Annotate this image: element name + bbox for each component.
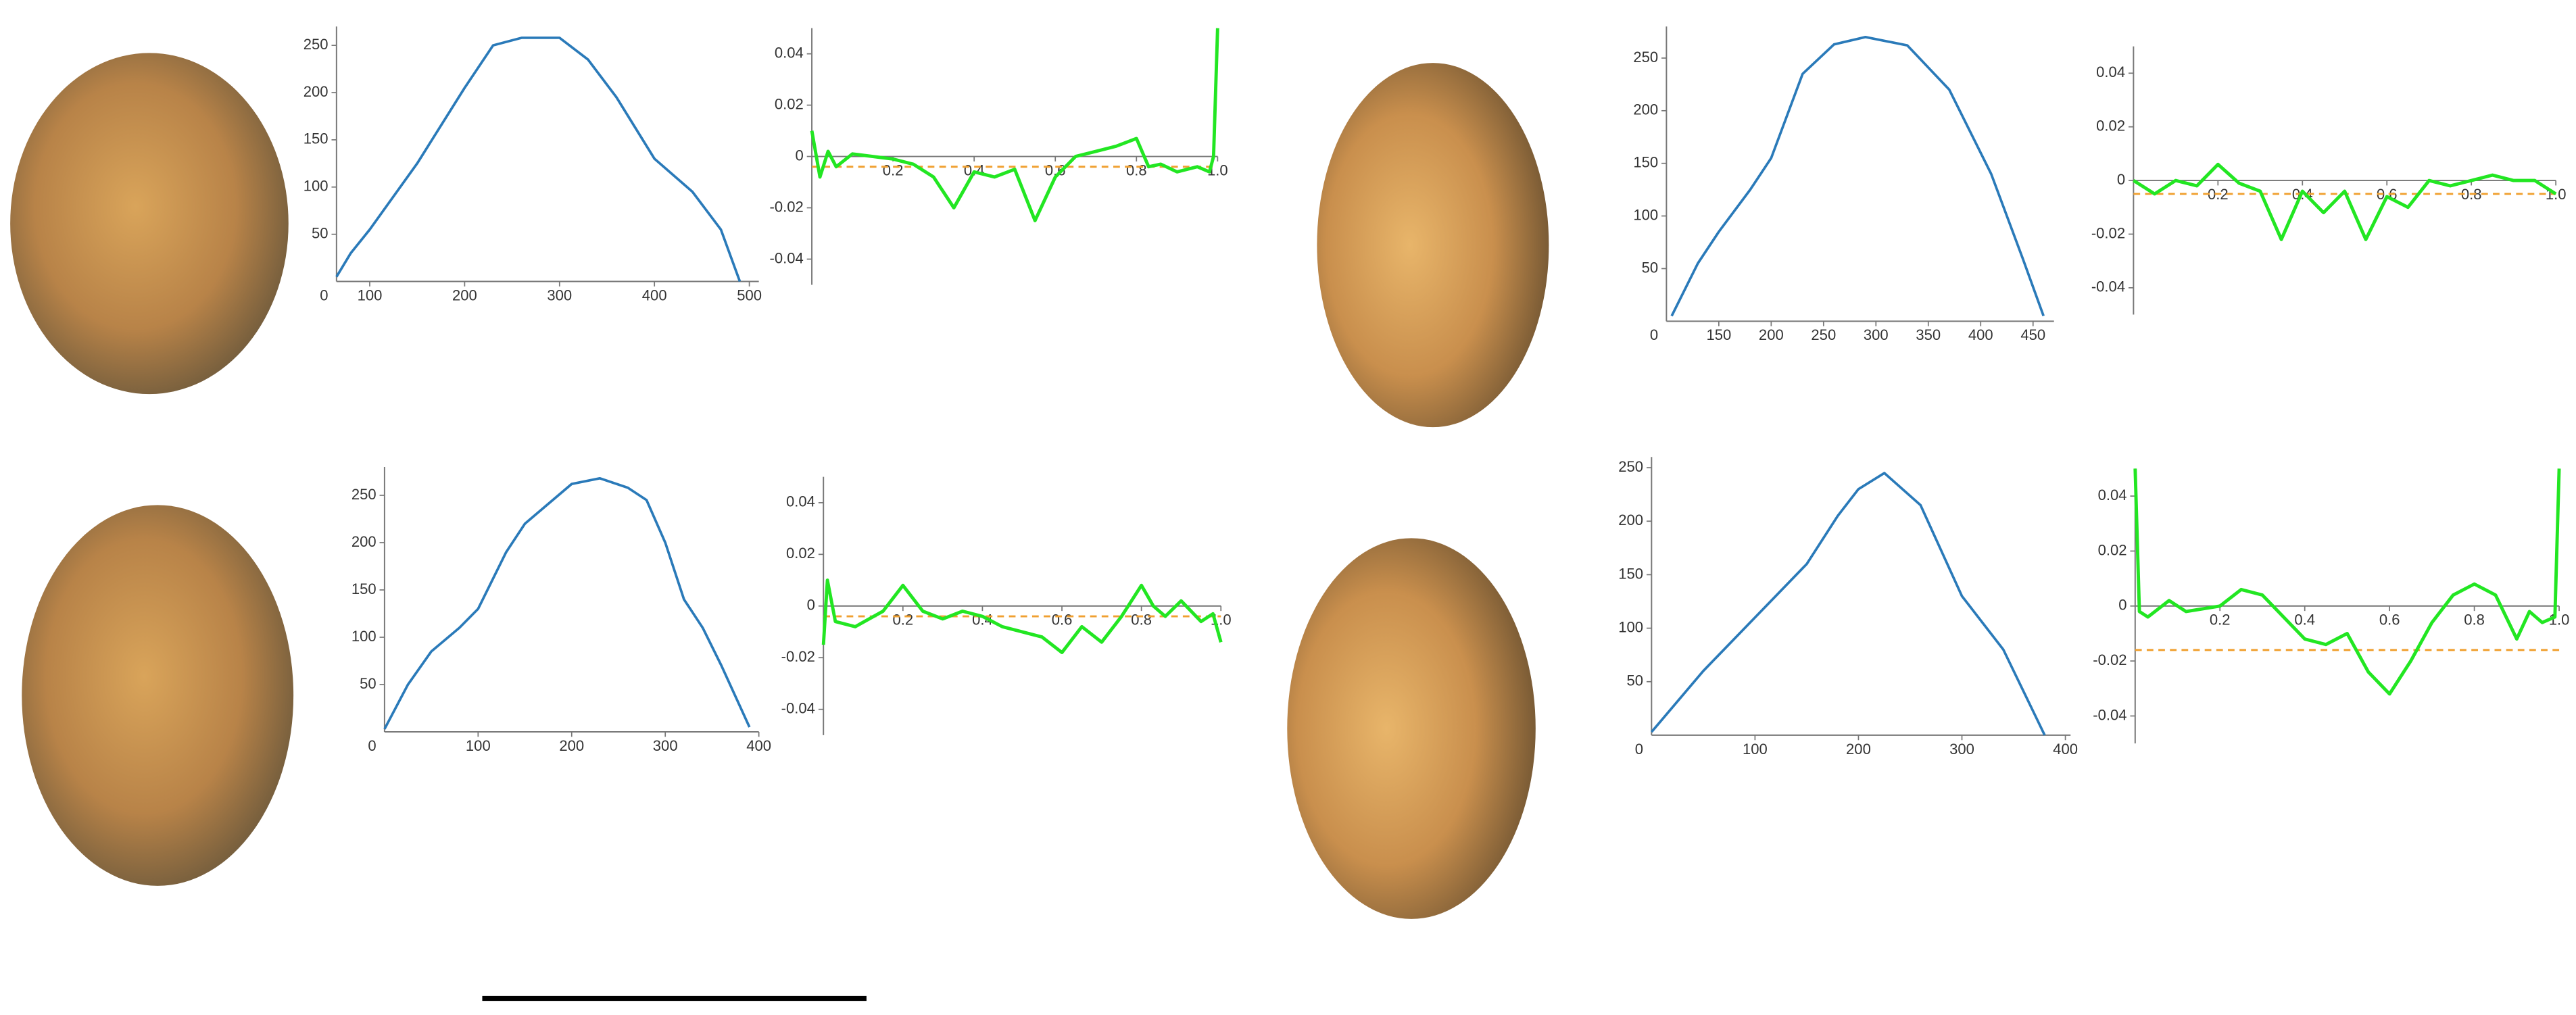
seed-photo: [1317, 63, 1549, 428]
x-tick-label: 100: [466, 737, 491, 754]
profile-line: [1670, 35, 2045, 317]
x-tick-label: 100: [1743, 741, 1768, 758]
seed-photo: [10, 53, 289, 395]
x-tick-label: 400: [1968, 326, 1993, 343]
origin-label: 0: [368, 737, 376, 754]
y-tick-label: 150: [351, 580, 376, 597]
y-tick-label: -0.02: [2091, 224, 2125, 241]
x-tick-label: 300: [653, 737, 678, 754]
x-tick-label: 150: [1706, 326, 1731, 343]
y-tick-label: 0.02: [775, 95, 804, 112]
y-tick-label: 50: [1642, 259, 1659, 276]
y-tick-label: 100: [303, 178, 329, 195]
x-tick-label: 250: [1811, 326, 1836, 343]
y-tick-label: 200: [351, 533, 376, 550]
y-tick-label: -0.02: [2093, 651, 2127, 668]
y-tick-label: 100: [1633, 206, 1658, 223]
y-tick-label: 50: [312, 224, 329, 241]
y-tick-label: 0.02: [786, 545, 815, 562]
x-tick-label: 0.2: [892, 612, 913, 628]
x-tick-label: 0.2: [2210, 612, 2231, 628]
y-tick-label: 250: [351, 486, 376, 503]
x-tick-label: 400: [642, 287, 667, 303]
seed-photo: [22, 505, 294, 886]
y-tick-label: -0.04: [2091, 278, 2125, 295]
residual-line: [2133, 468, 2561, 696]
x-tick-label: 350: [1916, 326, 1941, 343]
origin-label: 0: [1650, 326, 1658, 343]
x-tick-label: 200: [559, 737, 584, 754]
x-tick-label: 300: [1949, 741, 1974, 758]
x-tick-label: 100: [358, 287, 383, 303]
residual-line: [2133, 162, 2557, 241]
x-tick-label: 0.8: [1131, 612, 1152, 628]
y-tick-label: 100: [351, 628, 376, 645]
y-tick-label: 0: [807, 597, 815, 614]
residual-line: [821, 578, 1223, 655]
y-tick-label: 150: [1618, 565, 1643, 582]
y-tick-label: 0.02: [2098, 541, 2127, 558]
y-tick-label: -0.02: [770, 198, 804, 215]
y-tick-label: 0.04: [2096, 64, 2125, 80]
profile-line: [1650, 472, 2046, 736]
x-tick-label: 300: [1864, 326, 1889, 343]
origin-label: 0: [1635, 741, 1643, 758]
x-tick-label: 200: [452, 287, 477, 303]
x-tick-label: 400: [746, 737, 771, 754]
x-tick-label: 300: [547, 287, 572, 303]
profile-line: [335, 36, 742, 282]
residual-line: [810, 28, 1219, 222]
seed-photo: [1287, 538, 1536, 919]
y-tick-label: 0: [2117, 171, 2125, 188]
y-tick-label: 50: [360, 675, 376, 692]
y-tick-label: -0.04: [770, 249, 804, 266]
x-tick-label: 0.2: [883, 162, 904, 178]
y-tick-label: 250: [303, 36, 329, 53]
x-tick-label: 0.8: [2464, 612, 2485, 628]
y-tick-label: 50: [1627, 672, 1644, 689]
y-tick-label: -0.04: [2093, 706, 2127, 723]
y-tick-label: -0.02: [781, 648, 815, 665]
origin-label: 0: [320, 287, 328, 303]
profile-line: [383, 476, 751, 730]
x-tick-label: 0.6: [1052, 612, 1073, 628]
y-tick-label: 150: [303, 130, 329, 147]
x-tick-label: 450: [2020, 326, 2045, 343]
y-tick-label: 0.02: [2096, 118, 2125, 134]
y-tick-label: 200: [303, 83, 329, 100]
y-tick-label: 200: [1618, 512, 1643, 528]
y-tick-label: 250: [1633, 49, 1658, 66]
x-tick-label: 500: [737, 287, 762, 303]
x-tick-label: 0.8: [1126, 162, 1147, 178]
y-tick-label: 150: [1633, 154, 1658, 171]
y-tick-label: -0.04: [781, 700, 815, 717]
x-tick-label: 200: [1846, 741, 1871, 758]
y-tick-label: 0.04: [786, 493, 815, 510]
x-tick-label: 0.6: [2379, 612, 2400, 628]
y-tick-label: 200: [1633, 101, 1658, 118]
y-tick-label: 0.04: [2098, 487, 2127, 503]
x-tick-label: 200: [1759, 326, 1784, 343]
y-tick-label: 0: [796, 147, 804, 164]
y-tick-label: 0: [2118, 597, 2127, 614]
y-tick-label: 250: [1618, 458, 1643, 475]
y-tick-label: 100: [1618, 618, 1643, 635]
y-tick-label: 0.04: [775, 44, 804, 61]
x-tick-label: 0.4: [2294, 612, 2315, 628]
x-tick-label: 400: [2053, 741, 2078, 758]
